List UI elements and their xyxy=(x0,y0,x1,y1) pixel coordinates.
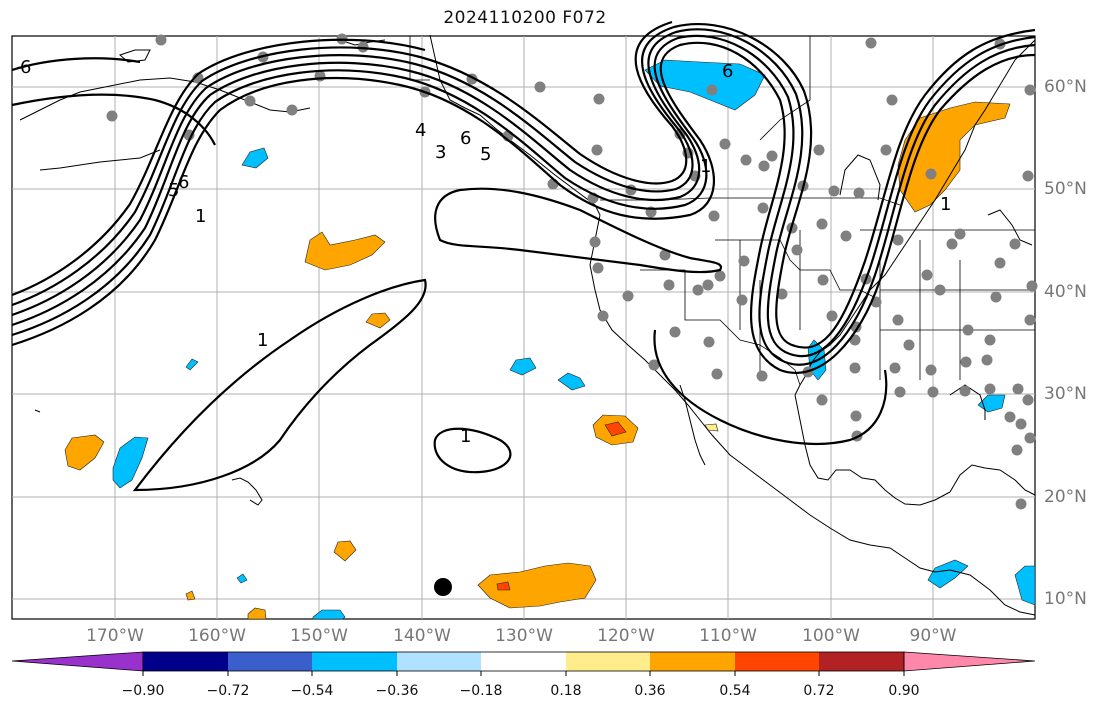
fill-area-caribbean-negative xyxy=(927,559,969,589)
lon-tick-label: 160°W xyxy=(188,626,246,646)
colorbar-tick-label: 0.36 xyxy=(634,683,666,699)
contour-line-5 xyxy=(11,20,688,307)
contour-line-9 xyxy=(132,278,427,492)
lon-tick-label: 170°W xyxy=(86,626,144,646)
contour-line-3 xyxy=(11,28,1036,358)
coastlines xyxy=(19,34,1036,616)
contour-labels: 6 5 6 4 3 6 5 1 1 1 1 6 1 xyxy=(20,57,951,447)
position-marker xyxy=(434,578,452,596)
contour-line-12 xyxy=(653,329,888,446)
colorbar-segment xyxy=(397,652,481,671)
lat-tick-label: 50°N xyxy=(1044,179,1087,199)
fill-area-central-negative-1 xyxy=(509,357,537,376)
colorbar-segment xyxy=(143,652,228,671)
fill-area-gulf-alaska-negative xyxy=(241,147,269,169)
colorbar-tick-label: 0.72 xyxy=(803,683,835,699)
contour-label: 6 xyxy=(20,57,31,78)
contour-label: 1 xyxy=(460,426,471,447)
colorbar-tick-label: 0.54 xyxy=(719,683,751,699)
colorbar-tick-label: −0.90 xyxy=(121,683,165,699)
colorbar-tick-label: 0.18 xyxy=(550,683,582,699)
colorbar-tick-label: −0.18 xyxy=(459,683,503,699)
fill-area-pacific-negative-1 xyxy=(185,358,199,371)
lon-tick-label: 140°W xyxy=(393,626,451,646)
contour-label: 5 xyxy=(168,180,179,201)
lon-tick-label: 130°W xyxy=(495,626,553,646)
contour-label: 6 xyxy=(722,61,733,82)
contour-label: 1 xyxy=(257,330,268,351)
colorbar-tick-label: −0.54 xyxy=(290,683,334,699)
contour-label: 5 xyxy=(480,144,491,165)
lat-tick-label: 60°N xyxy=(1044,77,1087,97)
colorbar-segment xyxy=(228,652,312,671)
fill-area-pacific-positive-2 xyxy=(365,312,391,329)
colorbar-extend-right xyxy=(903,651,1036,672)
colorbar-tick-label: −0.36 xyxy=(375,683,419,699)
contour-label: 4 xyxy=(415,120,426,141)
contour-line-11 xyxy=(434,187,723,274)
contour-line-2 xyxy=(11,34,1036,366)
fill-area-edge-negative xyxy=(312,609,346,620)
lon-tick-label: 100°W xyxy=(802,626,860,646)
lon-tick-label: 90°W xyxy=(909,626,957,646)
fill-area-pacific-positive-1 xyxy=(304,231,386,271)
colorbar-tick-label: −0.72 xyxy=(206,683,250,699)
contour-line-4 xyxy=(11,22,1036,349)
colorbar-segment xyxy=(819,652,904,671)
fill-area-west-negative xyxy=(112,436,149,489)
fill-area-small-positive xyxy=(333,540,357,562)
colorbar-extend-left xyxy=(11,651,144,672)
lat-tick-label: 30°N xyxy=(1044,384,1087,404)
fill-area-hudson-positive xyxy=(897,101,1011,213)
lon-tick-label: 110°W xyxy=(699,626,757,646)
lat-tick-label: 40°N xyxy=(1044,282,1087,302)
contour-line-6 xyxy=(11,38,426,297)
fill-area-small-positive-2 xyxy=(185,590,196,601)
fill-area-edge-positive xyxy=(247,607,267,620)
contour-label: 6 xyxy=(178,172,189,193)
colorbar-tick-label: 0.90 xyxy=(888,683,920,699)
lon-tick-label: 120°W xyxy=(597,626,655,646)
fill-area-south-positive xyxy=(477,562,597,609)
lon-tick-label: 150°W xyxy=(290,626,348,646)
colorbar-segment xyxy=(312,652,397,671)
station-dots xyxy=(106,33,1038,510)
contour-line-8 xyxy=(11,57,141,72)
colorbar-segment xyxy=(650,652,735,671)
contour-lines xyxy=(11,20,1036,492)
lat-tick-label: 10°N xyxy=(1044,589,1087,609)
fill-area-carib-negative-2 xyxy=(1014,565,1036,606)
fill-area-alaska-negative xyxy=(644,59,766,111)
contour-label: 3 xyxy=(435,142,446,163)
contour-line-7 xyxy=(11,93,216,146)
fill-area-small-negative xyxy=(236,573,248,584)
contour-line-10 xyxy=(433,427,512,474)
colorbar xyxy=(11,651,1036,676)
lat-tick-label: 20°N xyxy=(1044,487,1087,507)
contour-line-1 xyxy=(11,41,1036,374)
contour-label: 6 xyxy=(460,128,471,149)
fill-area-west-positive xyxy=(64,434,105,471)
colorbar-segment xyxy=(481,652,566,671)
fill-area-baja-core xyxy=(604,421,627,437)
colorbar-segment xyxy=(566,652,650,671)
chart-title: 2024110200 F072 xyxy=(443,8,607,28)
anomaly-fill-areas xyxy=(64,59,1036,620)
contour-label: 1 xyxy=(700,156,711,177)
colorbar-outline xyxy=(142,651,905,672)
contour-label: 1 xyxy=(940,194,951,215)
colorbar-segment xyxy=(735,652,819,671)
fill-area-central-negative-2 xyxy=(557,372,586,391)
contour-label: 1 xyxy=(195,206,206,227)
fill-area-south-core xyxy=(496,581,511,591)
